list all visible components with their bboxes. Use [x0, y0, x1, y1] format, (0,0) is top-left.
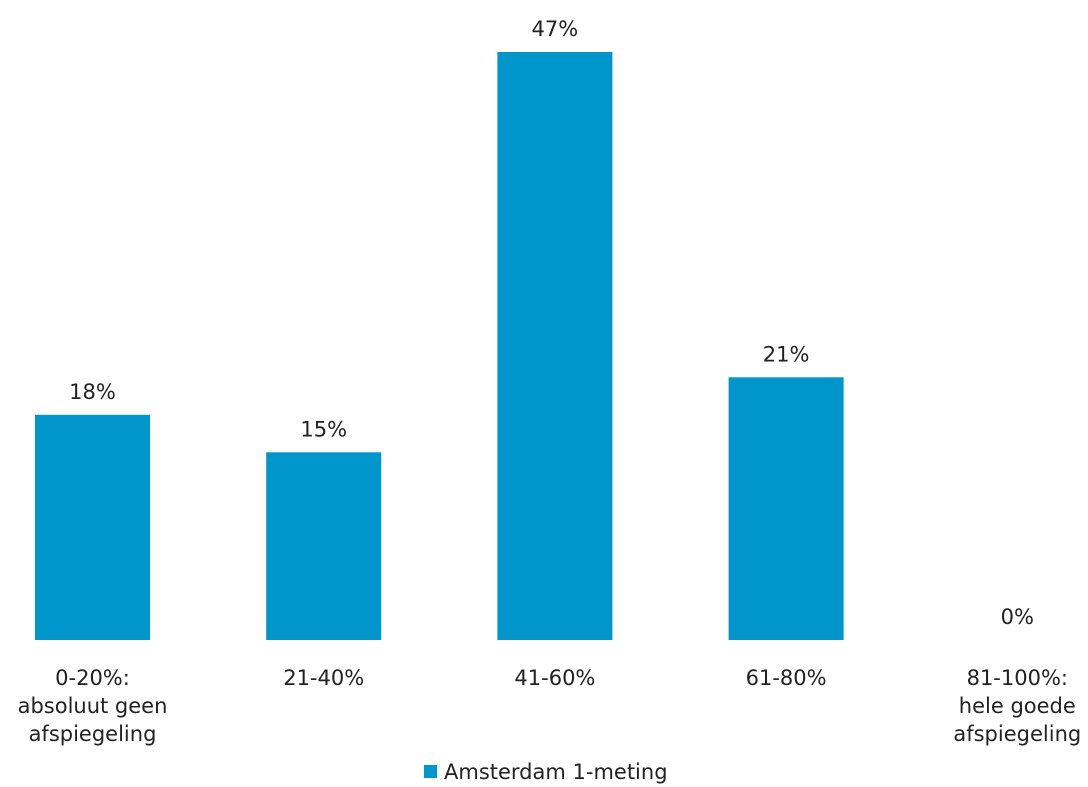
bars-group: [35, 52, 844, 640]
category-labels-group: 0-20%: absoluut geen afspiegeling 21-40% 41-…: [18, 666, 1082, 746]
category-label-0: 0-20%: absoluut geen afspiegeling: [18, 666, 168, 746]
category-label-1: 21-40%: [283, 666, 364, 690]
value-label-0: 18%: [69, 380, 116, 404]
category-label-2: 41-60%: [514, 666, 595, 690]
bar-1: [266, 452, 382, 640]
legend-swatch: [424, 765, 437, 778]
value-labels-group: 18% 15% 47% 21% 0%: [69, 17, 1034, 629]
legend-label-amsterdam: Amsterdam 1-meting: [444, 760, 668, 784]
value-label-4: 0%: [1001, 605, 1034, 629]
bar-3: [728, 377, 844, 640]
value-label-3: 21%: [763, 342, 810, 366]
value-label-1: 15%: [300, 417, 347, 441]
value-label-2: 47%: [532, 17, 579, 41]
category-label-3: 61-80%: [746, 666, 827, 690]
bar-0: [35, 414, 150, 640]
legend: Amsterdam 1-meting: [424, 760, 668, 784]
bar-2: [497, 52, 613, 640]
category-label-4: 81-100%: hele goede afspiegeling: [953, 666, 1081, 746]
